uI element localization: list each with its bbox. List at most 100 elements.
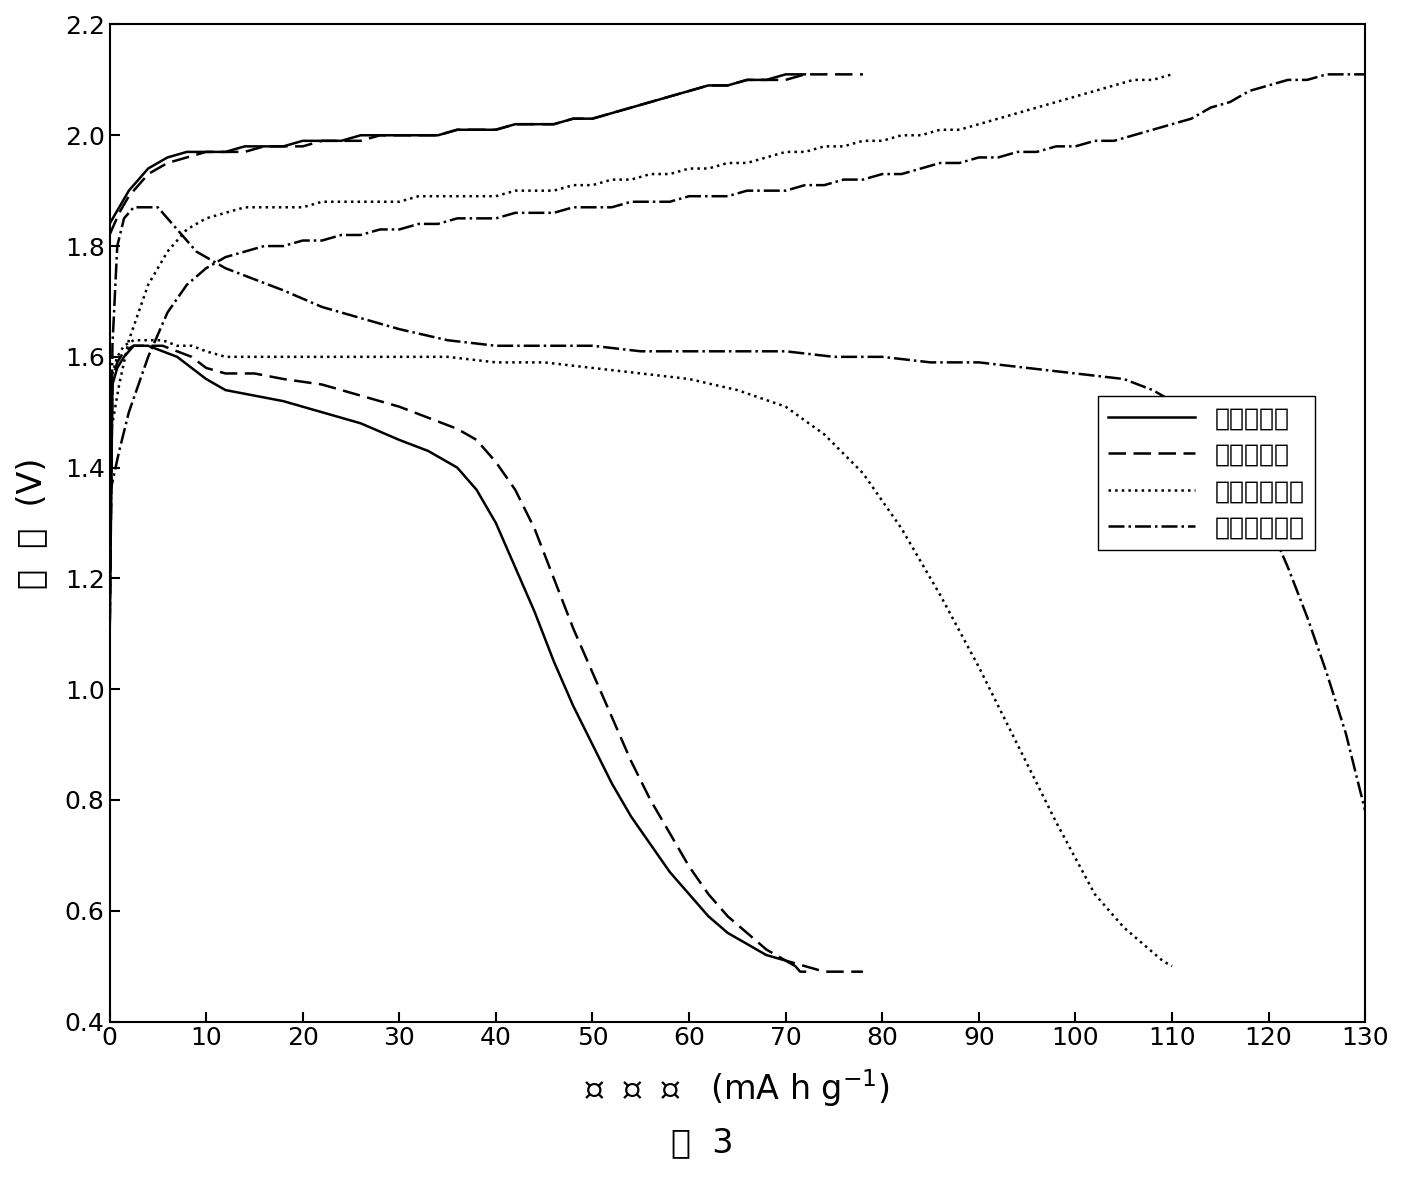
第十四次循环 bbox=[487, 355, 504, 369]
第一次循环 bbox=[507, 561, 524, 575]
第二次循环 bbox=[778, 953, 795, 968]
第二次循环 bbox=[154, 338, 171, 353]
第一次循环 bbox=[468, 483, 484, 497]
第十五次循环 bbox=[632, 344, 649, 358]
第二次循环 bbox=[449, 422, 466, 437]
第十五次循环 bbox=[1184, 411, 1200, 425]
第一次循环 bbox=[792, 964, 809, 978]
第十四次循环 bbox=[110, 350, 126, 364]
第二次循环 bbox=[526, 522, 543, 536]
第一次循环 bbox=[758, 948, 775, 962]
第十五次循环 bbox=[115, 212, 132, 226]
第十五次循环 bbox=[536, 338, 553, 353]
第十四次循环 bbox=[1164, 959, 1181, 974]
第二次循环 bbox=[125, 338, 142, 353]
第二次循环 bbox=[545, 571, 562, 586]
第十五次循环 bbox=[970, 355, 987, 369]
第十四次循环 bbox=[681, 371, 698, 386]
第十五次循环 bbox=[778, 344, 795, 358]
第一次循环 bbox=[604, 776, 621, 790]
第十五次循环 bbox=[729, 344, 746, 358]
第二次循环 bbox=[642, 793, 658, 807]
第十五次循环 bbox=[218, 261, 234, 276]
第十五次循环 bbox=[1279, 561, 1296, 575]
第一次循环 bbox=[168, 350, 185, 364]
第十五次循环 bbox=[1241, 477, 1258, 491]
第一次循环 bbox=[104, 377, 121, 392]
第二次循环 bbox=[101, 638, 118, 652]
第十五次循环 bbox=[1338, 726, 1355, 741]
第二次循环 bbox=[420, 411, 437, 425]
第二次循环 bbox=[584, 666, 601, 680]
第十四次循环 bbox=[218, 350, 234, 364]
第十五次循环 bbox=[149, 200, 166, 214]
第十五次循环 bbox=[1164, 394, 1181, 408]
第二次循环 bbox=[390, 400, 407, 414]
第十四次循环 bbox=[893, 522, 910, 536]
第二次循环 bbox=[183, 350, 199, 364]
第十五次循环 bbox=[104, 338, 121, 353]
第一次循环 bbox=[487, 516, 504, 530]
第十五次循环 bbox=[873, 350, 890, 364]
第一次循环 bbox=[545, 654, 562, 668]
第十四次循环 bbox=[125, 334, 142, 348]
第十五次循环 bbox=[159, 212, 176, 226]
第十四次循环 bbox=[1134, 937, 1151, 951]
第十四次循环 bbox=[1115, 920, 1132, 935]
Text: 图  3: 图 3 bbox=[671, 1126, 733, 1159]
第一次循环 bbox=[719, 926, 736, 940]
第一次循环 bbox=[661, 865, 678, 879]
第二次循环 bbox=[104, 371, 121, 386]
第二次循环 bbox=[661, 826, 678, 840]
第一次循环 bbox=[778, 953, 795, 968]
第十五次循环 bbox=[681, 344, 698, 358]
Line: 第十四次循环: 第十四次循环 bbox=[110, 341, 1172, 967]
第一次循环 bbox=[183, 361, 199, 375]
第十四次循环 bbox=[632, 367, 649, 381]
第十五次循环 bbox=[352, 311, 369, 325]
第十五次循环 bbox=[125, 200, 142, 214]
第二次循环 bbox=[507, 483, 524, 497]
第一次循环 bbox=[313, 405, 330, 419]
第十四次循环 bbox=[115, 338, 132, 353]
第一次循环 bbox=[115, 350, 132, 364]
第二次循环 bbox=[739, 926, 755, 940]
第一次循环 bbox=[739, 937, 755, 951]
第二次循环 bbox=[487, 455, 504, 470]
第二次循环 bbox=[816, 964, 833, 978]
第一次循环 bbox=[110, 361, 126, 375]
第十四次循环 bbox=[970, 660, 987, 674]
第十四次循环 bbox=[313, 350, 330, 364]
第一次循环 bbox=[140, 338, 157, 353]
第十四次循环 bbox=[246, 350, 263, 364]
第二次循环 bbox=[115, 344, 132, 358]
第二次循环 bbox=[564, 621, 581, 635]
第十五次循环 bbox=[1212, 439, 1228, 453]
Legend: 第一次循环, 第二次循环, 第十四次循环, 第十五次循环: 第一次循环, 第二次循环, 第十四次循环, 第十五次循环 bbox=[1098, 396, 1316, 550]
第十四次循环 bbox=[198, 344, 215, 358]
第一次循环 bbox=[642, 838, 658, 852]
第一次循环 bbox=[154, 344, 171, 358]
第一次循环 bbox=[584, 737, 601, 751]
第十五次循环 bbox=[922, 355, 939, 369]
第十四次循环 bbox=[1154, 953, 1171, 968]
第一次循环 bbox=[786, 959, 803, 974]
第十四次循环 bbox=[584, 361, 601, 375]
第十五次循环 bbox=[1299, 610, 1316, 625]
Line: 第一次循环: 第一次循环 bbox=[110, 345, 804, 971]
第一次循环 bbox=[390, 433, 407, 447]
第十四次循环 bbox=[183, 338, 199, 353]
第十五次循环 bbox=[439, 334, 456, 348]
第二次循环 bbox=[313, 377, 330, 392]
第二次循环 bbox=[110, 355, 126, 369]
第十五次循环 bbox=[110, 239, 126, 253]
第十四次循环 bbox=[275, 350, 292, 364]
第二次循环 bbox=[835, 964, 852, 978]
第十四次循环 bbox=[104, 367, 121, 381]
第十五次循环 bbox=[487, 338, 504, 353]
第二次循环 bbox=[796, 959, 813, 974]
第一次循环 bbox=[198, 371, 215, 386]
第十四次循环 bbox=[390, 350, 407, 364]
第二次循环 bbox=[468, 433, 484, 447]
第十五次循环 bbox=[188, 245, 205, 259]
